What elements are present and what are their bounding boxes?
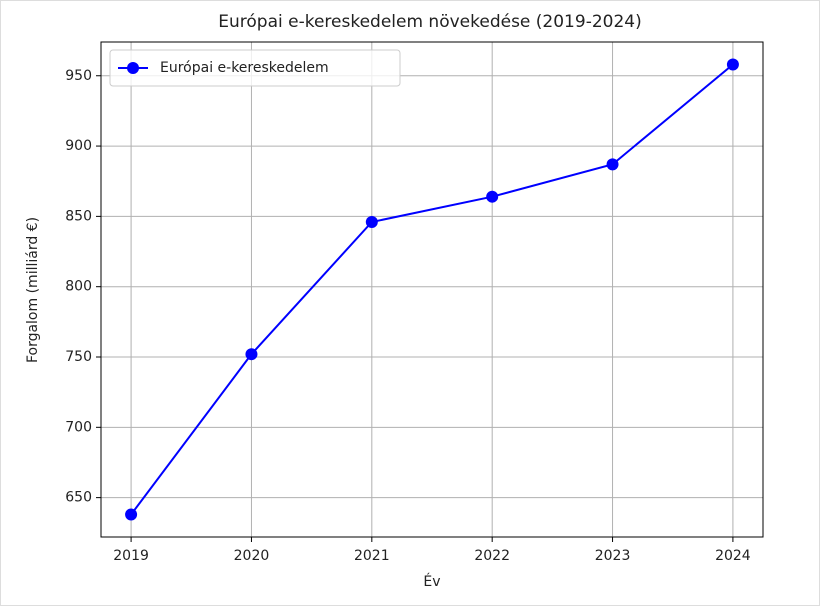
legend-marker	[127, 62, 139, 74]
y-tick-label: 700	[65, 419, 92, 435]
point	[486, 190, 499, 203]
x-tick-label: 2019	[113, 548, 149, 564]
point	[125, 508, 138, 521]
point	[606, 158, 619, 171]
x-tick-label: 2023	[595, 548, 631, 564]
y-tick-label: 750	[65, 349, 92, 365]
x-tick-label: 2020	[234, 548, 270, 564]
y-axis-label: Forgalom (milliárd €)	[25, 217, 41, 363]
point	[726, 58, 739, 71]
point	[245, 348, 258, 361]
point	[365, 216, 378, 228]
plot-frame	[100, 41, 764, 538]
line	[130, 63, 734, 516]
x-tick-label: 2022	[474, 548, 510, 564]
x-tick-label: 2024	[715, 548, 751, 564]
x-axis-label: Év	[423, 573, 440, 590]
y-tick-label: 950	[65, 68, 92, 84]
chart-title: Európai e-kereskedelem növekedése (2019-…	[218, 12, 641, 32]
y-tick-label: 650	[65, 490, 92, 506]
y-tick-label: 800	[65, 279, 92, 295]
legend-label: Európai e-kereskedelem	[160, 60, 329, 76]
y-tick-label: 900	[65, 138, 92, 154]
x-tick-label: 2021	[354, 548, 390, 564]
legend-box	[109, 49, 401, 87]
y-tick-label: 850	[65, 208, 92, 224]
